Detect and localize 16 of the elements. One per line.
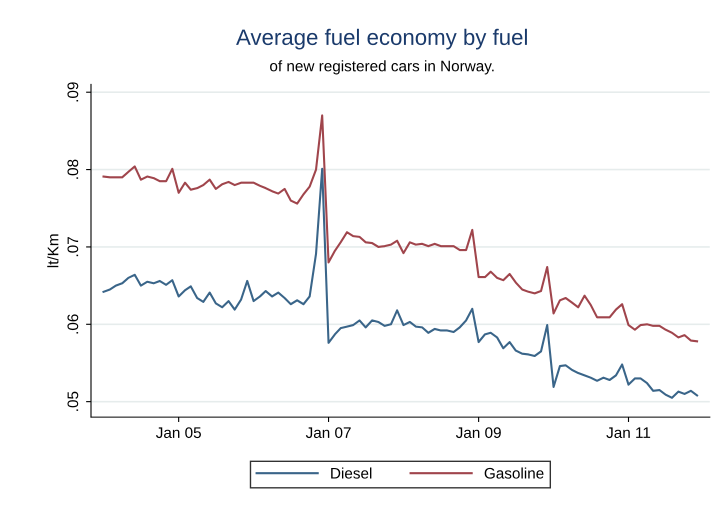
legend-label: Gasoline <box>484 467 544 479</box>
x-tick-label: Jan 09 <box>456 427 501 438</box>
y-tick-label: .05 <box>67 392 78 411</box>
y-tick-label: .09 <box>67 82 78 102</box>
chart-title: Average fuel economy by fuel <box>236 28 527 50</box>
y-tick-label: .08 <box>67 160 78 179</box>
y-tick-label: .06 <box>67 314 78 334</box>
y-tick-label: .07 <box>67 237 78 256</box>
line-series <box>102 168 698 399</box>
legend-label: Diesel <box>331 467 372 479</box>
x-tick-label: Jan 05 <box>156 427 201 438</box>
y-axis-title: lt/Km <box>47 234 58 268</box>
chart-subtitle: of new registered cars in Norway. <box>270 60 494 74</box>
line-series <box>102 114 698 342</box>
x-tick-label: Jan 11 <box>606 427 650 438</box>
x-tick-label: Jan 07 <box>306 427 351 438</box>
